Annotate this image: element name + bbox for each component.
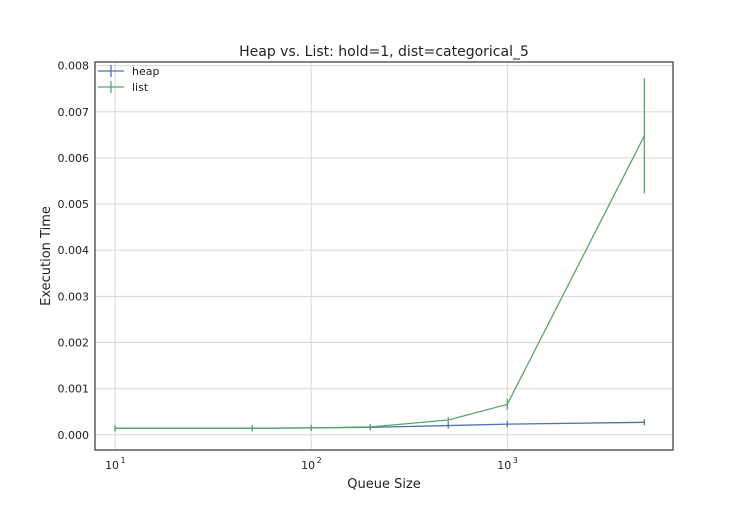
x-axis-label: Queue Size — [347, 477, 421, 492]
y-tick-label: 0.006 — [58, 152, 90, 165]
plot-area — [114, 78, 645, 432]
x-tick-exponent: 1 — [121, 456, 126, 465]
y-tick-label: 0.001 — [58, 383, 90, 396]
axes-frame — [94, 61, 674, 451]
legend-label-list: list — [132, 81, 149, 94]
y-axis-label: Execution Time — [39, 206, 54, 306]
y-tick-label: 0.007 — [58, 106, 90, 119]
chart-title: Heap vs. List: hold=1, dist=categorical_… — [239, 44, 529, 60]
x-tick-label: 10 — [105, 459, 119, 472]
x-tick-label: 10 — [301, 459, 315, 472]
x-tick-exponent: 3 — [513, 456, 518, 465]
legend: heap list — [98, 65, 159, 94]
y-tick-label: 0.000 — [58, 429, 90, 442]
y-tick-label: 0.005 — [58, 198, 90, 211]
series-list — [114, 78, 645, 432]
y-tick-label: 0.008 — [58, 60, 90, 73]
legend-label-heap: heap — [132, 65, 159, 78]
x-tick-exponent: 2 — [317, 456, 322, 465]
y-tick-label: 0.003 — [58, 290, 90, 303]
legend-item-heap: heap — [98, 65, 159, 78]
y-tick-label: 0.004 — [58, 244, 90, 257]
legend-item-list: list — [98, 81, 149, 94]
tick-labels: 0.000 0.001 0.002 0.003 0.004 0.005 0.006 0.007… — [58, 60, 518, 472]
grid-lines — [95, 62, 673, 450]
y-tick-label: 0.002 — [58, 337, 90, 350]
x-tick-label: 10 — [497, 459, 511, 472]
